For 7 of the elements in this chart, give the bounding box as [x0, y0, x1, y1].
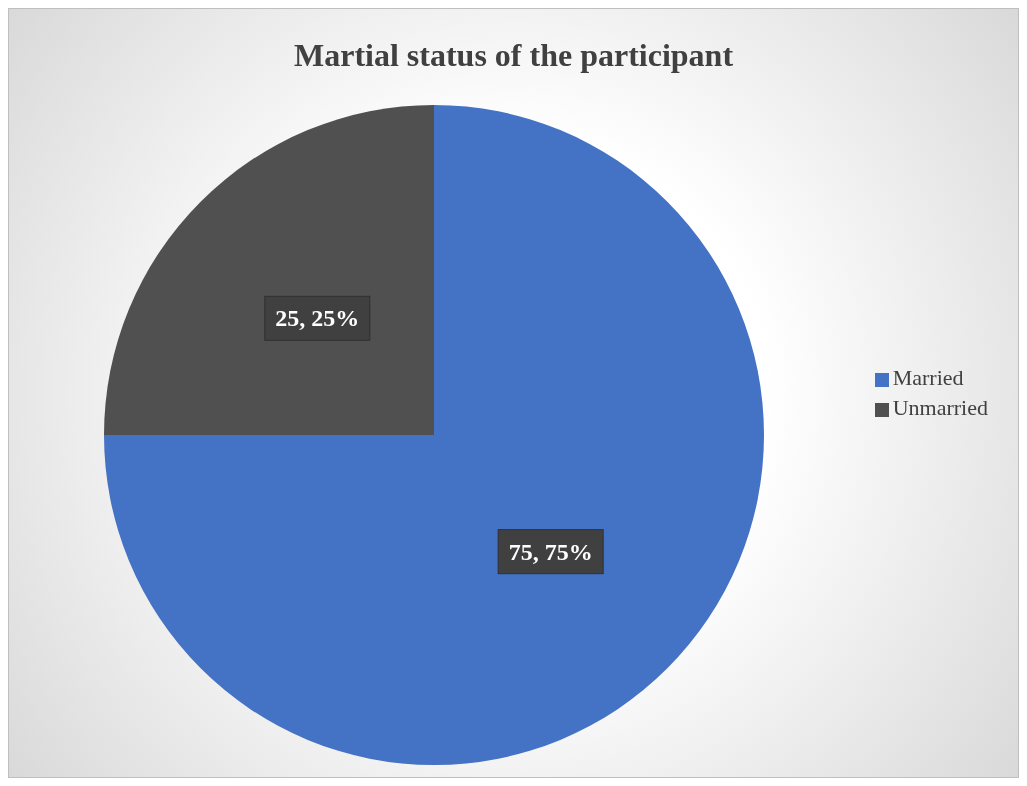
pie-slice [104, 105, 434, 435]
pie-slice [104, 105, 764, 765]
legend-label: Unmarried [892, 395, 988, 420]
legend-label: Married [892, 365, 964, 390]
data-label: 75, 75% [508, 538, 593, 565]
data-label: 25, 25% [275, 305, 360, 332]
chart-title: Martial status of the participant [292, 37, 735, 74]
